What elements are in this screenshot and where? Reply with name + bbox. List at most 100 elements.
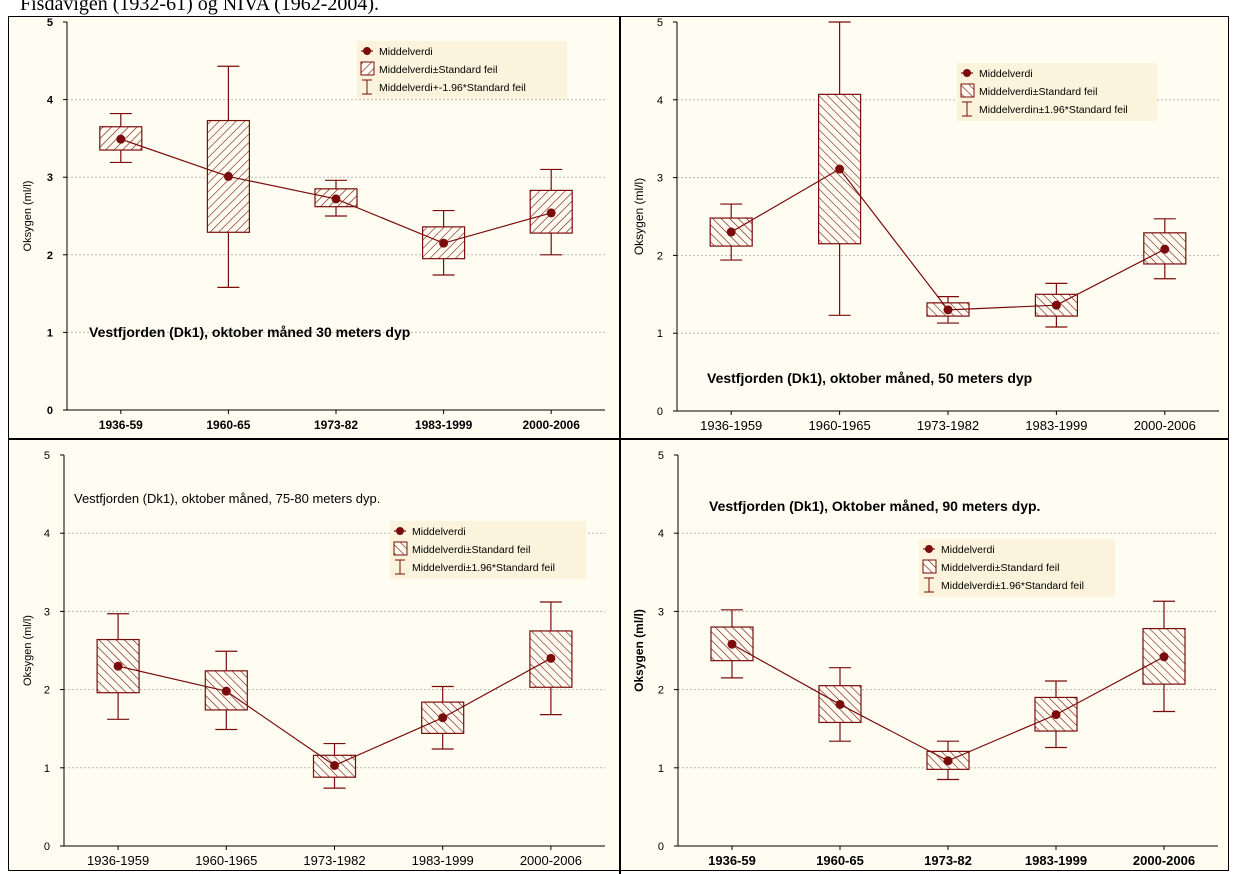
legend-entry: Middelverdin±1.96*Standard feil xyxy=(979,104,1128,116)
chart-panel-75-80m: 0 1 2 3 4 5 Oksygen (ml/l) 1936-1959 1960-1965 19… xyxy=(9,440,619,870)
x-tick-label: 1960-1965 xyxy=(809,418,871,433)
chart-svg: 0 1 2 3 4 5 Oksygen (ml/l) 1936-59 1960-65 1973-8… xyxy=(632,450,1218,868)
y-tick-label: 3 xyxy=(44,606,50,618)
x-tick-label: 2000-2006 xyxy=(523,418,581,432)
x-tick-label: 1983-1999 xyxy=(412,853,474,868)
x-tick-label: 1983-1999 xyxy=(1025,853,1087,868)
chart-title: Vestfjorden (Dk1), oktober måned 30 mete… xyxy=(89,324,410,340)
legend-entry: Middelverdi xyxy=(941,544,995,556)
x-tick-label: 2000-2006 xyxy=(520,853,582,868)
y-tick-label: 5 xyxy=(47,17,53,29)
se-box xyxy=(206,119,250,233)
legend-box xyxy=(357,41,567,99)
y-tick-label: 2 xyxy=(658,685,664,697)
x-tick-label: 1936-1959 xyxy=(87,853,149,868)
y-tick-label: 0 xyxy=(44,841,50,853)
legend-mean-marker xyxy=(925,545,933,553)
y-tick-label: 3 xyxy=(657,173,663,185)
figure-frame xyxy=(8,16,1229,871)
se-box xyxy=(818,93,862,245)
x-tick-label: 1983-1999 xyxy=(1025,418,1087,433)
y-tick-label: 3 xyxy=(47,172,53,184)
legend-box-marker xyxy=(922,559,937,574)
y-tick-label: 4 xyxy=(657,95,663,107)
y-tick-label: 2 xyxy=(44,685,50,697)
mean-point xyxy=(438,713,448,723)
legend-entry: Middelverdi±Standard feil xyxy=(379,64,497,76)
legend-box xyxy=(919,539,1115,597)
chart-svg: 0 1 2 3 4 5 Oksygen (ml/l) 1936-1959 1960-1965 19… xyxy=(632,17,1219,433)
chart-panel-90m: 0 1 2 3 4 5 Oksygen (ml/l) 1936-59 1960-65 1973-8… xyxy=(621,440,1228,870)
legend-entry: Middelverdi xyxy=(379,46,433,58)
legend-entry: Middelverdi+-1.96*Standard feil xyxy=(379,82,526,94)
mean-point xyxy=(835,699,845,709)
se-box xyxy=(818,685,862,724)
figure-caption: Fisdavigen (1932-61) og NIVA (1962-2004)… xyxy=(20,0,380,15)
mean-point xyxy=(331,194,341,204)
y-tick-label: 0 xyxy=(657,406,663,418)
mean-point xyxy=(1051,300,1061,310)
y-tick-label: 0 xyxy=(47,405,53,417)
y-tick-label: 3 xyxy=(658,606,664,618)
mean-point xyxy=(546,208,556,218)
legend-box xyxy=(957,63,1157,121)
y-axis-label: Oksygen (ml/l) xyxy=(22,181,34,252)
chart-title: Vestfjorden (Dk1), oktober måned, 75-80 … xyxy=(74,491,380,506)
legend-entry: Middelverdi±Standard feil xyxy=(979,86,1097,98)
x-tick-label: 2000-2006 xyxy=(1133,853,1195,868)
mean-point xyxy=(330,760,339,770)
panel-divider-horizontal xyxy=(8,438,1229,440)
x-tick-label: 1973-1982 xyxy=(303,853,365,868)
x-tick-label: 1960-65 xyxy=(206,418,250,432)
legend-box-marker xyxy=(960,83,975,98)
mean-point xyxy=(943,756,953,766)
chart-svg: 0 1 2 3 4 5 Oksygen (ml/l) 1936-59 1960-65 1973-8… xyxy=(22,17,605,432)
y-tick-label: 0 xyxy=(658,841,664,853)
mean-point xyxy=(943,305,953,315)
legend-box-marker xyxy=(393,541,408,556)
x-tick-label: 1960-1965 xyxy=(195,853,257,868)
mean-point xyxy=(726,227,736,237)
chart-panel-50m: 0 1 2 3 4 5 Oksygen (ml/l) 1936-1959 1960-1965 19… xyxy=(621,17,1228,438)
y-tick-label: 2 xyxy=(47,250,53,262)
y-axis-label: Oksygen (ml/l) xyxy=(632,609,646,692)
y-tick-label: 5 xyxy=(657,17,663,29)
y-tick-label: 5 xyxy=(44,450,50,462)
x-tick-label: 1973-82 xyxy=(924,853,972,868)
legend-entry: Middelverdi±Standard feil xyxy=(412,544,530,556)
mean-point xyxy=(439,238,449,248)
x-tick-label: 1936-59 xyxy=(708,853,756,868)
mean-point xyxy=(546,653,556,663)
legend-mean-marker xyxy=(396,527,404,535)
mean-point xyxy=(116,134,126,144)
y-tick-label: 4 xyxy=(47,95,54,107)
x-tick-label: 1936-1959 xyxy=(700,418,762,433)
mean-point xyxy=(1160,244,1170,254)
legend-entry: Middelverdi xyxy=(979,68,1033,80)
x-tick-label: 1973-1982 xyxy=(917,418,979,433)
legend-entry: Middelverdi±Standard feil xyxy=(941,562,1059,574)
mean-point xyxy=(1159,652,1169,662)
se-box xyxy=(1034,696,1078,732)
y-tick-label: 4 xyxy=(658,528,664,540)
chart-title: Vestfjorden (Dk1), oktober måned, 50 met… xyxy=(707,370,1032,386)
legend-mean-marker xyxy=(363,47,371,55)
panel-divider-vertical xyxy=(619,16,621,874)
legend-entry: Middelverdi±1.96*Standard feil xyxy=(941,580,1084,592)
x-tick-label: 1973-82 xyxy=(314,418,358,432)
legend: Middelverdi Middelverdi±Standard feil Midd… xyxy=(919,539,1115,597)
mean-point xyxy=(727,639,737,649)
y-tick-label: 1 xyxy=(44,763,50,775)
legend-entry: Middelverdi±1.96*Standard feil xyxy=(412,562,555,574)
legend-box xyxy=(390,521,586,579)
y-tick-label: 4 xyxy=(44,528,50,540)
legend-entry: Middelverdi xyxy=(412,526,466,538)
y-tick-label: 1 xyxy=(658,763,664,775)
mean-point xyxy=(835,164,845,174)
mean-point xyxy=(223,171,233,181)
y-axis-label: Oksygen (ml/l) xyxy=(632,178,646,255)
legend: Middelverdi Middelverdi±Standard feil Midd… xyxy=(957,63,1157,121)
chart-panel-30m: 0 1 2 3 4 5 Oksygen (ml/l) 1936-59 1960-65 1973-8… xyxy=(9,17,619,438)
se-box xyxy=(529,630,573,688)
mean-point xyxy=(113,661,123,671)
